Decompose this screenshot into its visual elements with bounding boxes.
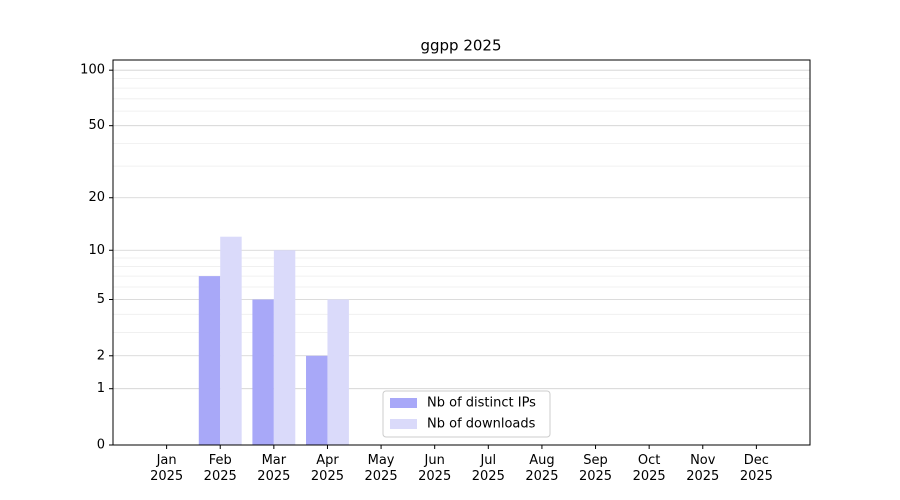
y-tick-label: 100 — [80, 63, 105, 78]
bar — [306, 355, 328, 445]
y-tick-label: 10 — [88, 243, 105, 258]
x-tick-label: Mar 2025 — [257, 453, 291, 484]
bar — [220, 236, 242, 445]
x-tick-label: Apr 2025 — [310, 453, 344, 484]
plot-frame — [112, 59, 811, 446]
legend: Nb of distinct IPs Nb of downloads — [382, 390, 551, 438]
legend-swatch — [390, 419, 417, 429]
x-tick-label: Sep 2025 — [578, 453, 613, 484]
x-tick-label: Jun 2025 — [418, 453, 452, 484]
y-tick-label: 50 — [88, 118, 105, 133]
bar — [327, 299, 349, 445]
legend-label: Nb of downloads — [427, 417, 536, 432]
legend-label: Nb of distinct IPs — [427, 396, 536, 411]
y-tick-label: 1 — [97, 381, 105, 396]
bar — [273, 250, 296, 445]
legend-swatch — [390, 398, 417, 408]
y-tick-label: 20 — [88, 190, 105, 205]
x-tick-label: Jul 2025 — [471, 453, 505, 484]
chart-title: ggpp 2025 — [420, 37, 501, 55]
x-tick-label: Aug 2025 — [525, 453, 559, 484]
y-tick-label: 2 — [97, 348, 105, 363]
x-tick-label: Oct 2025 — [632, 453, 666, 484]
legend-box — [382, 390, 551, 438]
x-tick-label: Feb 2025 — [203, 453, 237, 484]
x-tick-label: Nov 2025 — [686, 453, 720, 484]
y-tick-label: 5 — [97, 292, 105, 307]
x-tick-label: May 2025 — [364, 453, 398, 484]
x-tick-label: Dec 2025 — [739, 453, 773, 484]
y-tick-label: 0 — [97, 438, 105, 453]
x-tick-label: Jan 2025 — [150, 453, 184, 484]
bar — [252, 299, 274, 445]
bar — [198, 276, 221, 445]
